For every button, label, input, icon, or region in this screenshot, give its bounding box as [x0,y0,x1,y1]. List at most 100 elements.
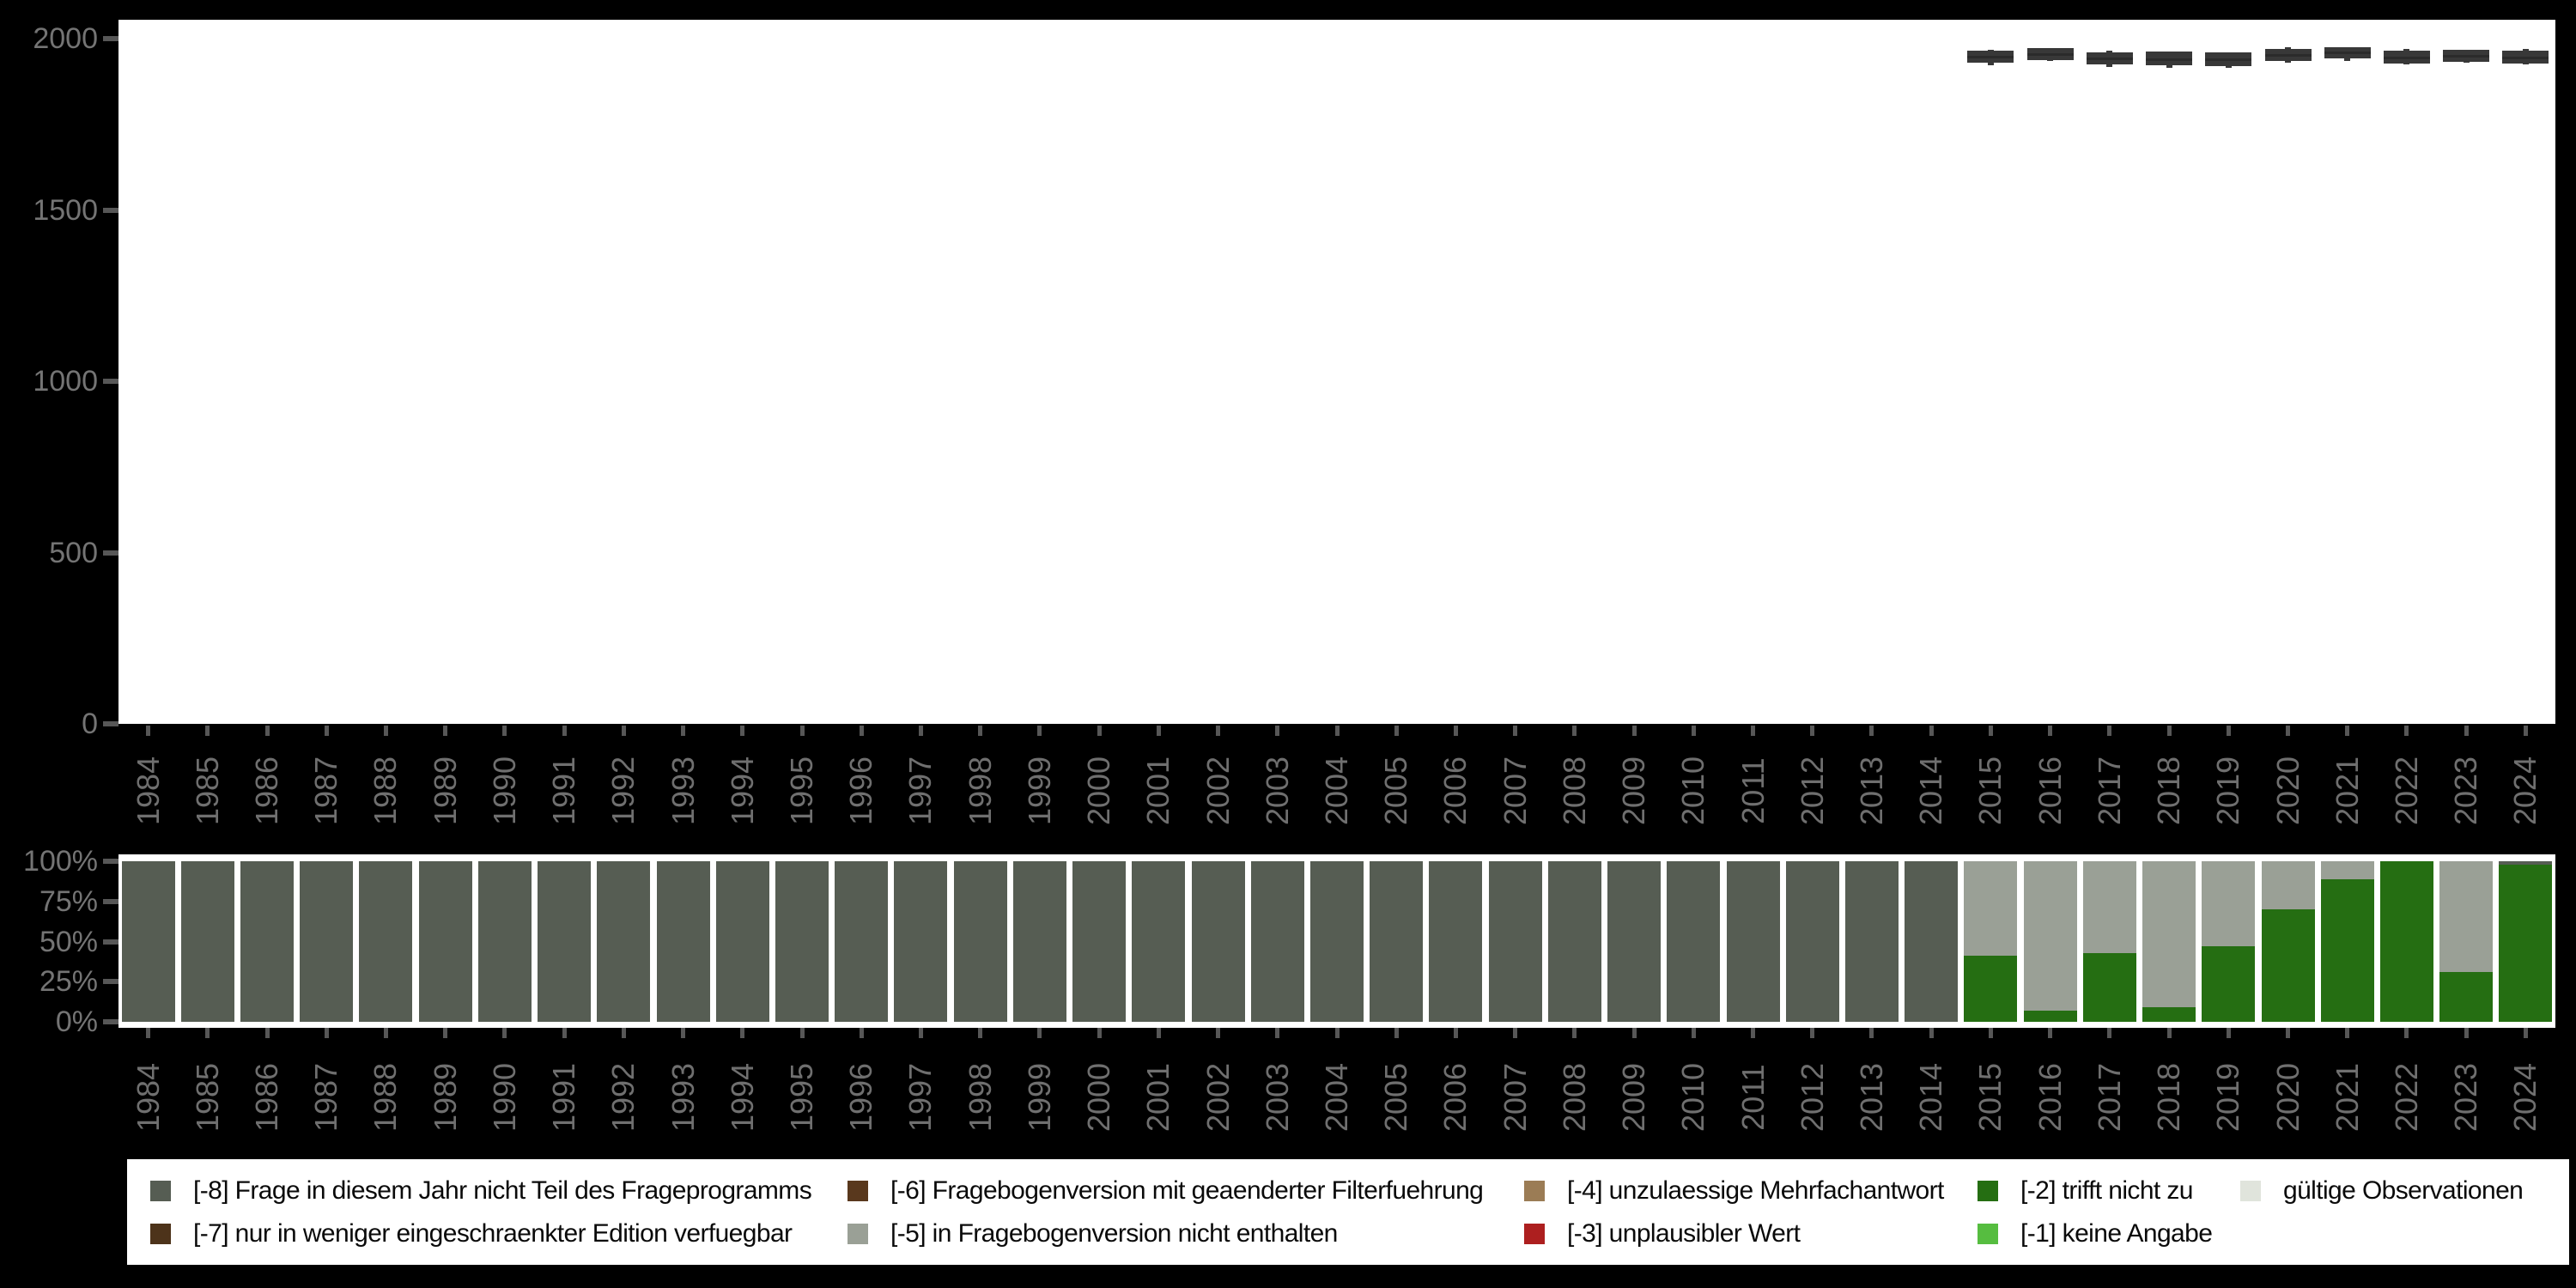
bar-segment-1991 [538,861,592,1022]
top-y-tick [103,207,118,213]
bottom-x-tick-label-2015: 2015 [1972,1062,2008,1133]
top-x-tick [1988,726,1993,736]
bottom-x-tick [1810,1028,1815,1038]
bottom-x-tick [324,1028,329,1038]
bottom-x-tick [918,1028,923,1038]
bottom-y-tick-label: 25% [39,965,98,999]
legend-label--2: [-2] trifft nicht zu [2020,1176,2193,1205]
legend-swatch--3 [1524,1224,1545,1244]
top-x-tick-label-1995: 1995 [784,756,820,826]
top-x-tick-label-1991: 1991 [546,756,582,826]
bottom-x-tick-label-2003: 2003 [1259,1062,1295,1133]
bottom-x-tick-label-1998: 1998 [962,1062,998,1133]
bar-segment-2017 [2082,861,2136,953]
bottom-x-tick-label-1989: 1989 [427,1062,463,1133]
bottom-x-tick-label-1999: 1999 [1021,1062,1057,1133]
top-x-tick [1453,726,1458,736]
bottom-x-tick-label-1984: 1984 [130,1062,166,1133]
top-x-tick-label-2005: 2005 [1378,756,1414,826]
top-y-tick-label: 1500 [33,193,98,227]
bar-segment-2004 [1310,861,1364,1022]
stacked-bar-panel [118,854,2555,1028]
bar-segment-2015 [1964,861,2018,957]
legend-swatch--8 [150,1181,171,1201]
boxplot-median [2086,58,2133,61]
bottom-x-tick-label-1990: 1990 [486,1062,522,1133]
bar-segment-2023 [2439,972,2494,1022]
top-x-tick [146,726,151,736]
bottom-x-tick [681,1028,686,1038]
bottom-x-tick [1751,1028,1756,1038]
boxplot-median [2443,54,2490,58]
bottom-x-tick-label-1986: 1986 [249,1062,285,1133]
bottom-y-tick [103,939,118,945]
bottom-x-tick-label-2005: 2005 [1378,1062,1414,1133]
bottom-x-tick [1216,1028,1221,1038]
top-x-tick-label-1993: 1993 [665,756,701,826]
legend-swatch--7 [150,1224,171,1244]
top-x-tick [1929,726,1934,736]
top-x-tick-label-1988: 1988 [368,756,404,826]
top-x-tick [740,726,745,736]
top-x-tick [1631,726,1637,736]
bottom-x-tick-label-2010: 2010 [1675,1062,1711,1133]
top-x-tick [681,726,686,736]
bottom-x-tick [443,1028,448,1038]
legend-swatch-valid [2240,1181,2261,1201]
legend-label--4: [-4] unzulaessige Mehrfachantwort [1567,1176,1944,1205]
top-x-tick-label-1997: 1997 [902,756,939,826]
bar-segment-1996 [835,861,889,1022]
bottom-x-tick [383,1028,388,1038]
top-x-tick [621,726,626,736]
legend-label-valid: gültige Observationen [2283,1176,2524,1205]
top-x-tick-label-2017: 2017 [2091,756,2127,826]
bar-segment-2009 [1607,861,1662,1022]
top-x-tick [1216,726,1221,736]
top-x-tick-label-2020: 2020 [2269,756,2306,826]
bottom-x-tick [146,1028,151,1038]
boxplot-panel [118,20,2555,724]
top-x-tick [1037,726,1042,736]
top-x-tick [918,726,923,736]
bottom-x-tick-label-1997: 1997 [902,1062,939,1133]
legend-label--3: [-3] unplausibler Wert [1567,1219,1801,1248]
bottom-x-tick [621,1028,626,1038]
top-x-tick-label-1999: 1999 [1021,756,1057,826]
bottom-x-tick [740,1028,745,1038]
bottom-y-tick-label: 75% [39,884,98,918]
legend-swatch--6 [848,1181,868,1201]
bottom-x-tick-label-2016: 2016 [2032,1062,2068,1133]
top-y-tick-label: 1000 [33,365,98,398]
bar-segment-2023 [2439,861,2494,973]
bottom-x-tick [1156,1028,1161,1038]
bottom-x-tick [2345,1028,2350,1038]
top-x-tick [2286,726,2290,736]
bottom-x-tick [1988,1028,1993,1038]
bar-segment-2007 [1488,861,1542,1022]
bottom-x-tick-label-1985: 1985 [189,1062,225,1133]
top-x-tick-label-2018: 2018 [2151,756,2187,826]
bottom-x-tick-label-1993: 1993 [665,1062,701,1133]
top-x-tick [1275,726,1280,736]
bar-segment-1987 [300,861,354,1022]
bar-segment-2010 [1667,861,1721,1022]
top-x-tick-label-1984: 1984 [130,756,166,826]
bottom-x-tick-label-1995: 1995 [784,1062,820,1133]
legend-label--5: [-5] in Fragebogenversion nicht enthalte… [890,1219,1338,1248]
top-y-tick [103,550,118,556]
bottom-x-tick [859,1028,864,1038]
top-x-tick [2166,726,2172,736]
top-x-tick-label-2019: 2019 [2210,756,2246,826]
bar-segment-2024 [2499,861,2553,865]
bar-segment-2018 [2142,861,2196,1008]
top-x-tick-label-2015: 2015 [1972,756,2008,826]
bottom-x-tick-label-2020: 2020 [2269,1062,2306,1133]
bar-segment-2006 [1429,861,1483,1022]
bottom-x-tick-label-2009: 2009 [1616,1062,1652,1133]
bottom-x-tick-label-2007: 2007 [1497,1062,1533,1133]
bottom-x-tick [1453,1028,1458,1038]
bar-segment-1999 [1012,861,1066,1022]
bar-segment-1993 [656,861,710,1022]
bar-segment-2016 [2023,1010,2077,1022]
bar-segment-2019 [2202,946,2256,1022]
